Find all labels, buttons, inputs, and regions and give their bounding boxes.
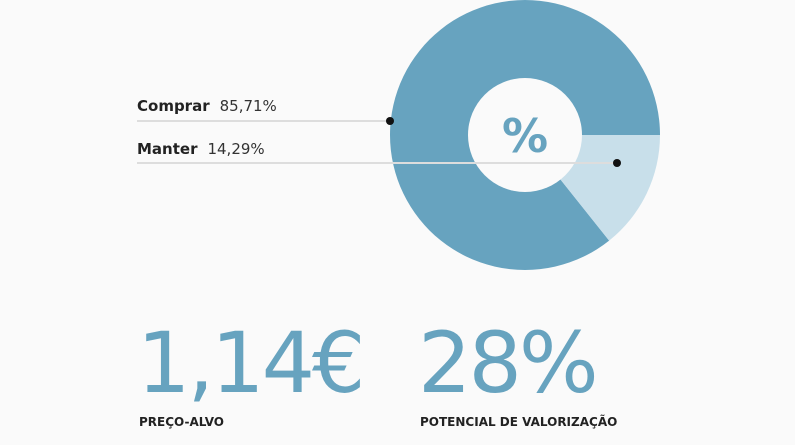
target-price-label: PREÇO-ALVO (139, 415, 225, 429)
upside-value: 28% (418, 314, 599, 412)
donut-chart: % (137, 0, 660, 270)
legend-value: 85,71% (219, 97, 277, 115)
leader-dot-comprar (386, 117, 394, 125)
center-label: % (502, 109, 548, 163)
leader-dot-manter (613, 159, 621, 167)
legend-manter: Manter 14,29% (137, 140, 265, 158)
target-price-value: 1,14€ (137, 314, 365, 412)
legend-value: 14,29% (207, 140, 265, 158)
legend-comprar: Comprar 85,71% (137, 97, 277, 115)
legend-label: Comprar (137, 97, 210, 115)
legend-label: Manter (137, 140, 198, 158)
upside-label: POTENCIAL DE VALORIZAÇÃO (420, 415, 618, 429)
